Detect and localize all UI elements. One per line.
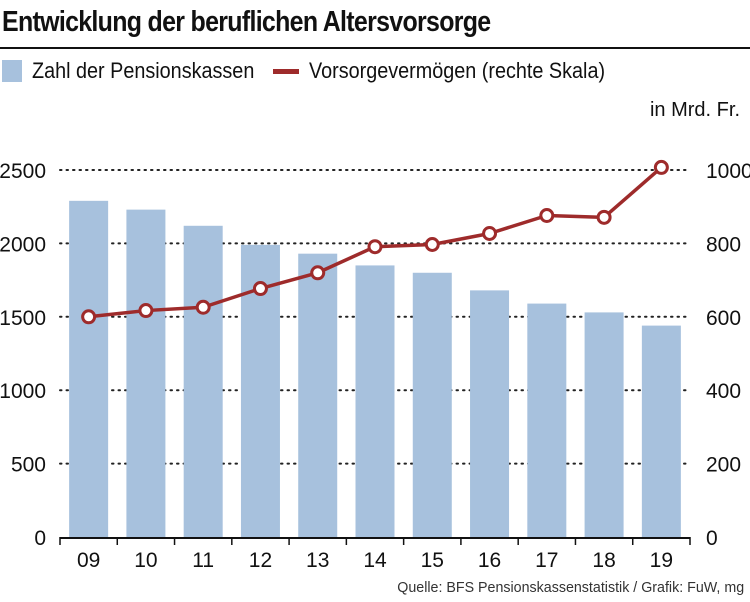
legend-line-swatch (273, 68, 299, 74)
line-point-16 (482, 225, 498, 241)
line-point-19 (653, 159, 669, 175)
y-left-tick-label: 0 (34, 527, 46, 550)
line-point-18 (596, 209, 612, 225)
bar-19 (641, 325, 681, 537)
x-tick-label: 19 (650, 549, 673, 572)
bars (69, 200, 681, 538)
line-series (81, 159, 669, 325)
y-right-tick-label: 1000 (706, 160, 750, 183)
x-tick-label: 14 (363, 549, 387, 572)
x-tick-label: 15 (421, 549, 444, 572)
y-left-tick-label: 500 (11, 454, 46, 477)
y-right-tick-label: 400 (706, 380, 741, 403)
line-point-12 (252, 281, 268, 297)
source-note: Quelle: BFS Pensionskassenstatistik / Gr… (397, 579, 744, 596)
legend-bar-label: Zahl der Pensionskassen (32, 58, 255, 83)
y-left-tick-label: 1000 (0, 380, 46, 403)
y-left-tick-label: 1500 (0, 307, 46, 330)
line-point-11 (195, 299, 211, 315)
bar-18 (584, 312, 624, 537)
bar-11 (183, 225, 223, 537)
x-tick-label: 12 (249, 549, 272, 572)
line-point-15 (424, 237, 440, 253)
y-right-tick-label: 800 (706, 233, 741, 256)
bar-15 (412, 272, 452, 537)
line-point-09 (81, 309, 97, 325)
title-divider (0, 47, 750, 49)
y-right-tick-label: 600 (706, 307, 741, 330)
line-point-14 (367, 239, 383, 255)
bar-14 (355, 265, 395, 537)
x-tick-label: 10 (134, 549, 157, 572)
legend-line-label: Vorsorgevermögen (rechte Skala) (309, 58, 606, 83)
chart-title: Entwicklung der beruflichen Altersvorsor… (2, 6, 491, 38)
bar-09 (69, 200, 109, 537)
x-tick-label: 09 (77, 549, 100, 572)
bar-10 (126, 209, 166, 538)
x-tick-label: 18 (592, 549, 615, 572)
y-right-tick-label: 200 (706, 454, 741, 477)
x-tick-label: 17 (535, 549, 558, 572)
y-right-tick-label: 0 (706, 527, 718, 550)
bar-16 (470, 290, 510, 537)
unit-label: in Mrd. Fr. (649, 99, 740, 121)
legend: Zahl der Pensionskassen Vorsorgevermögen… (0, 58, 750, 90)
legend-bar-swatch (2, 60, 22, 82)
line-point-17 (539, 208, 555, 224)
x-tick-label: 13 (306, 549, 329, 572)
bar-17 (527, 303, 567, 537)
y-left-tick-label: 2000 (0, 233, 46, 256)
axes: 0 500 1000 1500 2000 2500 0 200 400 600 800 1000 09 1… (0, 160, 750, 572)
legend-item-bars: Zahl der Pensionskassen (2, 58, 279, 84)
legend-item-line: Vorsorgevermögen (rechte Skala) (273, 58, 638, 84)
x-tick-label: 16 (478, 549, 501, 572)
y-left-tick-label: 2500 (0, 160, 46, 183)
x-tick-label: 11 (192, 549, 214, 572)
line-point-13 (310, 265, 326, 281)
line-point-10 (138, 303, 154, 319)
bar-13 (298, 253, 338, 537)
